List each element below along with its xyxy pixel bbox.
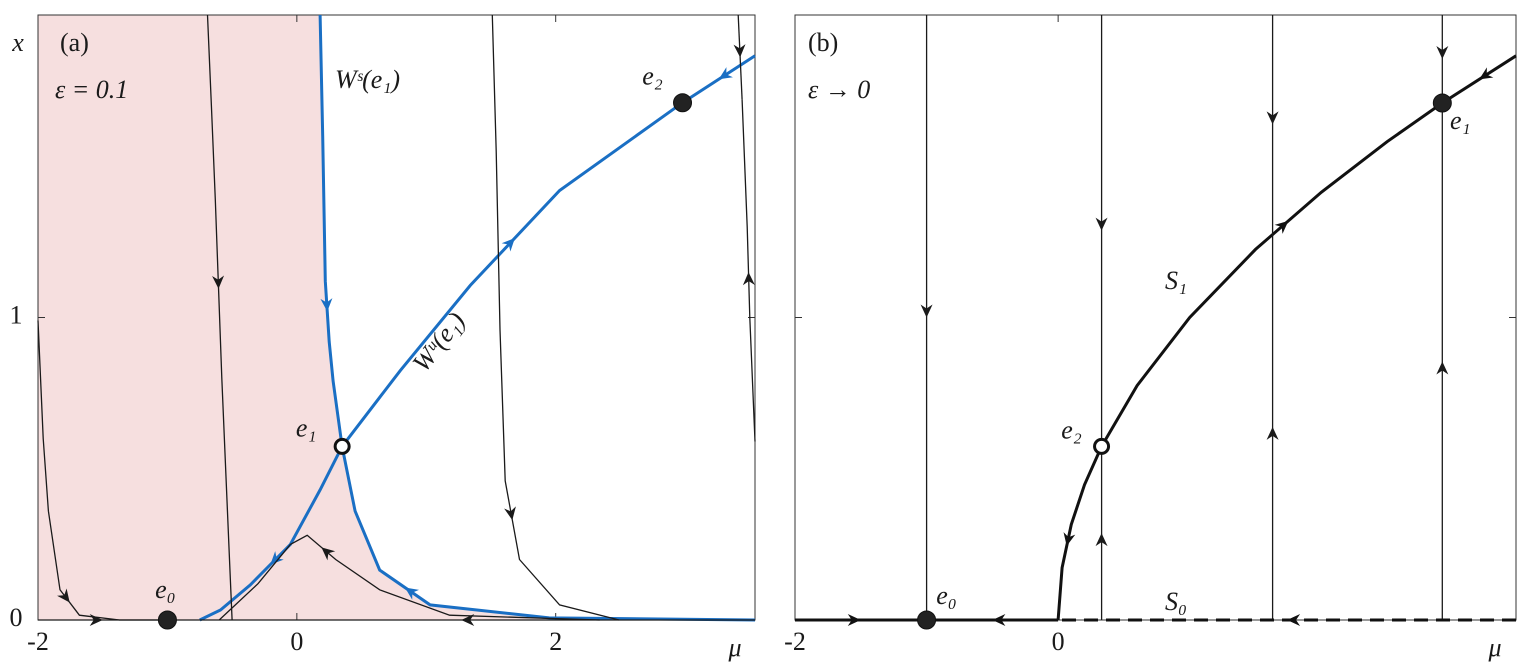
trajectory (1100, 101, 1444, 448)
annotation: S₀ (1165, 587, 1187, 616)
panel: -2 0 e₀ e₂ e₁ ε → 0 S₁ S₀ (b) μ (784, 14, 1517, 662)
flow-arrow (1266, 426, 1279, 440)
trajectory (340, 446, 756, 622)
panel-label: (a) (60, 28, 89, 57)
trajectory (318, 14, 344, 447)
flow-arrow (321, 547, 336, 561)
x-tick-label: 2 (549, 627, 562, 656)
flow-arrow (1287, 614, 1301, 626)
flow-arrow (1095, 217, 1108, 231)
x-axis-label: μ (1487, 633, 1501, 662)
equilibrium-label: e₀ (936, 581, 957, 610)
trajectory (681, 54, 756, 104)
equilibrium-label: e₂ (642, 62, 663, 91)
trajectory (491, 14, 620, 621)
x-tick-label: -2 (784, 627, 806, 656)
flow-arrow (1063, 532, 1076, 547)
stable-region (38, 15, 755, 620)
equilibrium (1093, 437, 1111, 455)
flow-arrow (504, 506, 516, 521)
flow-arrow (1095, 533, 1108, 547)
flow-arrow (920, 304, 933, 318)
flow-arrow (1436, 361, 1449, 375)
annotation: Wᵘ(e₁) (407, 307, 471, 378)
trajectory (218, 534, 600, 621)
axes-frame (794, 14, 1517, 621)
equilibrium-label: e₂ (1061, 415, 1082, 444)
flow-arrow (1274, 220, 1289, 234)
flow-arrow (461, 614, 475, 626)
x-tick-label: -2 (27, 627, 49, 656)
flow-arrow (718, 67, 733, 80)
flow-arrow (270, 551, 284, 565)
x-axis-label: μ (727, 633, 741, 662)
trajectory (737, 14, 743, 100)
flow-arrow (733, 44, 746, 58)
flow-arrow (212, 275, 225, 289)
y-tick-label: 0 (10, 603, 23, 632)
flow-arrow (742, 272, 755, 286)
flow-arrow (992, 614, 1006, 626)
equilibrium-label: e₁ (1450, 106, 1471, 135)
flow-arrow (320, 298, 333, 312)
flow-arrow (57, 588, 70, 603)
trajectory (1056, 445, 1103, 621)
annotation: S₁ (1165, 266, 1187, 295)
trajectory (199, 445, 344, 622)
annotation: Wˢ(e₁) (335, 65, 400, 94)
flow-arrow (501, 237, 515, 252)
trajectory (741, 99, 756, 442)
flow-arrow (847, 614, 861, 626)
flow-arrow (89, 614, 103, 626)
x-tick-label: 0 (1052, 627, 1065, 656)
equilibrium (157, 610, 177, 630)
equilibrium (1432, 93, 1452, 113)
equilibrium-label: e₁ (296, 413, 317, 442)
y-axis-label: x (11, 28, 24, 57)
trajectory (1441, 54, 1517, 105)
equilibrium (673, 93, 693, 113)
equilibrium (917, 610, 937, 630)
x-tick-label: 0 (290, 627, 303, 656)
flow-arrow (404, 587, 420, 600)
flow-arrow (1266, 111, 1279, 125)
trajectory (340, 101, 684, 448)
annotation: ε → 0 (808, 75, 870, 104)
equilibrium-label: e₀ (155, 575, 176, 604)
trajectory (206, 14, 233, 621)
annotation: ε = 0.1 (55, 75, 128, 104)
flow-arrow (1479, 67, 1494, 80)
equilibrium (333, 437, 351, 455)
y-tick-label: 1 (10, 300, 23, 329)
flow-arrow (1436, 46, 1449, 60)
panel-label: (b) (808, 28, 838, 57)
